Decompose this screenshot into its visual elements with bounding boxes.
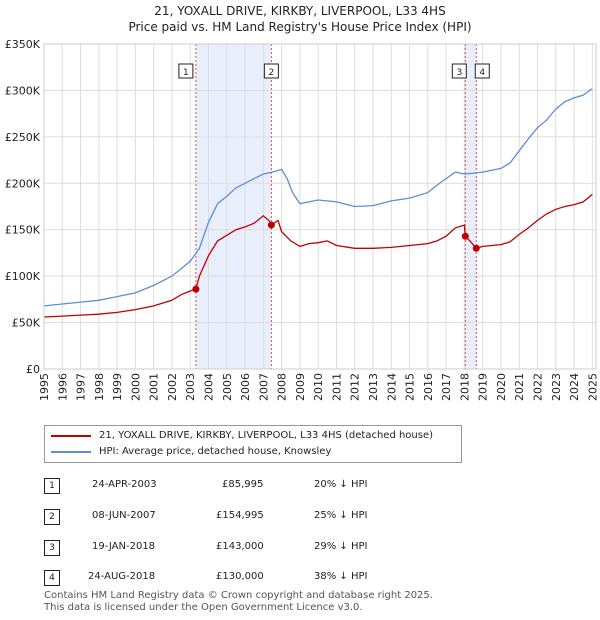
x-tick-label: 2000 <box>129 373 142 401</box>
row-hpi: 38% ↓ HPI <box>314 571 368 582</box>
y-tick-label: £0 <box>26 363 40 376</box>
x-tick-label: 1999 <box>111 373 124 401</box>
y-tick-label: £300K <box>5 84 41 97</box>
x-tick-label: 2012 <box>349 373 362 401</box>
footer-licence: This data is licensed under the Open Gov… <box>44 602 363 613</box>
x-tick-label: 2015 <box>404 373 417 401</box>
row-date: 19-JAN-2018 <box>92 541 156 552</box>
x-tick-label: 2010 <box>312 373 325 401</box>
sale-label-4: 4 <box>479 68 485 78</box>
legend-item-price: 21, YOXALL DRIVE, KIRKBY, LIVERPOOL, L33… <box>51 430 433 441</box>
row-number-badge: 2 <box>44 509 60 525</box>
y-tick-label: £350K <box>5 38 41 51</box>
x-tick-label: 2018 <box>458 373 471 401</box>
x-tick-label: 2014 <box>385 373 398 401</box>
hpi-line <box>43 88 593 307</box>
shaded-period <box>195 44 272 369</box>
x-tick-label: 2001 <box>148 373 161 401</box>
x-tick-label: 2006 <box>239 373 252 401</box>
sale-label-box <box>474 63 490 79</box>
row-number-badge: 3 <box>44 540 60 556</box>
legend: 21, YOXALL DRIVE, KIRKBY, LIVERPOOL, L33… <box>44 425 462 463</box>
sale-point-1 <box>192 285 200 293</box>
sale-label-box <box>263 63 279 79</box>
legend-item-hpi: HPI: Average price, detached house, Know… <box>51 446 331 457</box>
x-tick-label: 2020 <box>495 373 508 401</box>
x-tick-label: 2022 <box>532 373 545 401</box>
x-tick-label: 2011 <box>330 373 343 401</box>
x-tick-label: 2017 <box>440 373 453 401</box>
row-price: £130,000 <box>216 571 264 582</box>
row-hpi: 25% ↓ HPI <box>314 510 368 521</box>
sale-label-box <box>178 63 194 79</box>
table-row: 3 19-JAN-2018 £143,000 29% ↓ HPI <box>44 538 464 558</box>
row-date: 24-APR-2003 <box>92 479 157 490</box>
x-tick-label: 1998 <box>93 373 106 401</box>
x-tick-label: 2007 <box>257 373 270 401</box>
row-hpi: 20% ↓ HPI <box>314 479 368 490</box>
chart-subtitle: Price paid vs. HM Land Registry's House … <box>128 20 472 34</box>
table-row: 2 08-JUN-2007 £154,995 25% ↓ HPI <box>44 507 464 527</box>
legend-label-hpi: HPI: Average price, detached house, Know… <box>99 446 332 457</box>
x-tick-label: 2004 <box>203 373 216 401</box>
x-tick-label: 1995 <box>38 373 51 401</box>
table-row: 4 24-AUG-2018 £130,000 38% ↓ HPI <box>44 568 464 588</box>
chart-title: 21, YOXALL DRIVE, KIRKBY, LIVERPOOL, L33… <box>154 4 446 18</box>
x-tick-label: 2008 <box>276 373 289 401</box>
row-price: £143,000 <box>216 541 264 552</box>
x-tick-label: 2009 <box>294 373 307 401</box>
y-tick-label: £150K <box>5 224 41 237</box>
plot-frame <box>43 43 597 370</box>
x-tick-label: 2005 <box>221 373 234 401</box>
x-tick-label: 2021 <box>513 373 526 401</box>
sale-point-4 <box>472 244 480 252</box>
y-tick-label: £50K <box>12 317 41 330</box>
x-tick-label: 1996 <box>56 373 69 401</box>
legend-label-price: 21, YOXALL DRIVE, KIRKBY, LIVERPOOL, L33… <box>99 430 434 441</box>
x-tick-label: 2016 <box>422 373 435 401</box>
y-tick-label: £200K <box>5 177 41 190</box>
shaded-period <box>465 44 477 369</box>
row-number-badge: 1 <box>44 478 60 494</box>
x-tick-label: 2003 <box>184 373 197 401</box>
row-date: 08-JUN-2007 <box>92 510 156 521</box>
footer-copyright: Contains HM Land Registry data © Crown c… <box>44 590 433 601</box>
row-number-badge: 4 <box>44 570 60 586</box>
x-tick-label: 2019 <box>477 373 490 401</box>
sale-point-3 <box>461 232 469 240</box>
x-tick-label: 1997 <box>75 373 88 401</box>
footer: Contains HM Land Registry data © Crown c… <box>44 590 433 614</box>
row-hpi: 29% ↓ HPI <box>314 541 368 552</box>
row-price: £85,995 <box>222 479 264 490</box>
sale-point-2 <box>267 221 275 229</box>
price-chart: 1 2 3 4 £0 £50K £100K £150K £200K £250K £300K £350… <box>5 38 600 401</box>
legend-swatch-blue <box>51 450 91 453</box>
x-tick-label: 2025 <box>586 373 599 401</box>
y-tick-label: £250K <box>5 131 41 144</box>
sale-label-box <box>451 63 467 79</box>
y-tick-label: £100K <box>5 270 41 283</box>
row-date: 24-AUG-2018 <box>88 571 156 582</box>
legend-swatch-red <box>51 434 91 437</box>
row-price: £154,995 <box>216 510 264 521</box>
sale-label-2: 2 <box>269 68 275 78</box>
sale-label-1: 1 <box>183 68 189 78</box>
x-tick-label: 2024 <box>568 373 581 401</box>
price-paid-line <box>43 193 593 318</box>
x-tick-label: 2013 <box>367 373 380 401</box>
sale-label-3: 3 <box>456 68 462 78</box>
x-tick-label: 2002 <box>166 373 179 401</box>
x-tick-label: 2023 <box>550 373 563 401</box>
table-row: 1 24-APR-2003 £85,995 20% ↓ HPI <box>44 476 464 496</box>
